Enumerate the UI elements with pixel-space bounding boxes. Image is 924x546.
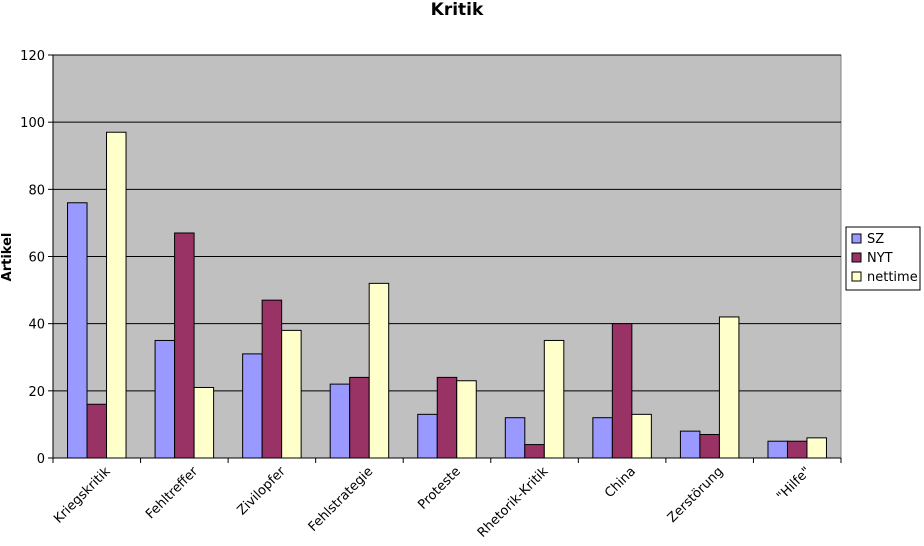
legend-swatch xyxy=(851,233,862,244)
bar-nettime xyxy=(806,437,827,459)
bar-nettime xyxy=(718,316,740,459)
bar-nyt xyxy=(524,444,545,459)
bar-nyt xyxy=(699,433,720,459)
bar-sz xyxy=(767,440,788,459)
chart-title: Kritik xyxy=(431,0,484,20)
bar-nyt xyxy=(86,403,108,459)
y-tick-label: 80 xyxy=(28,183,45,198)
y-tick-label: 100 xyxy=(20,116,45,131)
x-tick-label: Kriegskritik xyxy=(51,464,114,527)
y-tick-label: 120 xyxy=(20,49,45,64)
bar-nettime xyxy=(368,282,390,459)
x-tick-label: Proteste xyxy=(415,464,464,513)
bar-sz xyxy=(154,339,176,459)
bar-nyt xyxy=(261,299,283,459)
x-tick-label: Fehlstrategie xyxy=(306,464,377,535)
bar-nettime xyxy=(106,131,127,459)
bar-nettime xyxy=(543,339,565,459)
bar-nettime xyxy=(193,386,215,459)
bar-nyt xyxy=(174,232,195,459)
x-tick-label: Zivilopfer xyxy=(235,464,290,519)
legend-label: NYT xyxy=(867,251,893,266)
bar-sz xyxy=(592,417,613,459)
bar-sz xyxy=(242,353,263,459)
bar-sz xyxy=(679,430,701,459)
bar-nettime xyxy=(281,329,302,459)
x-tick-label: China xyxy=(602,464,639,501)
x-tick-label: Fehltreffer xyxy=(143,464,201,522)
bar-nyt xyxy=(436,376,458,459)
legend-swatch xyxy=(851,252,862,263)
bar-nettime xyxy=(631,413,652,459)
bar-nyt xyxy=(349,376,370,459)
y-tick-label: 20 xyxy=(28,385,45,400)
bar-nettime xyxy=(456,380,477,459)
plot-area: 0 20 40 60 80 100 120 Kriegskritik Fehltreffer Zi… xyxy=(20,49,842,541)
y-tick-label: 0 xyxy=(37,452,45,467)
legend: SZ NYT nettime xyxy=(845,226,921,291)
y-axis-label: Artikel xyxy=(0,233,15,282)
bar-sz xyxy=(329,383,351,459)
bar-sz xyxy=(67,202,88,459)
y-tick-label: 60 xyxy=(28,251,45,266)
x-tick-label: Rhetorik-Kritik xyxy=(475,464,552,541)
legend-label: nettime xyxy=(867,270,918,285)
y-tick-label: 40 xyxy=(28,318,45,333)
bar-sz xyxy=(504,417,526,459)
legend-swatch xyxy=(851,271,862,282)
x-tick-label: "Hilfe" xyxy=(774,464,814,504)
bar-nyt xyxy=(611,323,633,459)
x-tick-label: Zerstörung xyxy=(665,464,727,526)
legend-label: SZ xyxy=(867,232,884,247)
bar-nyt xyxy=(786,440,808,459)
bar-sz xyxy=(417,413,438,459)
